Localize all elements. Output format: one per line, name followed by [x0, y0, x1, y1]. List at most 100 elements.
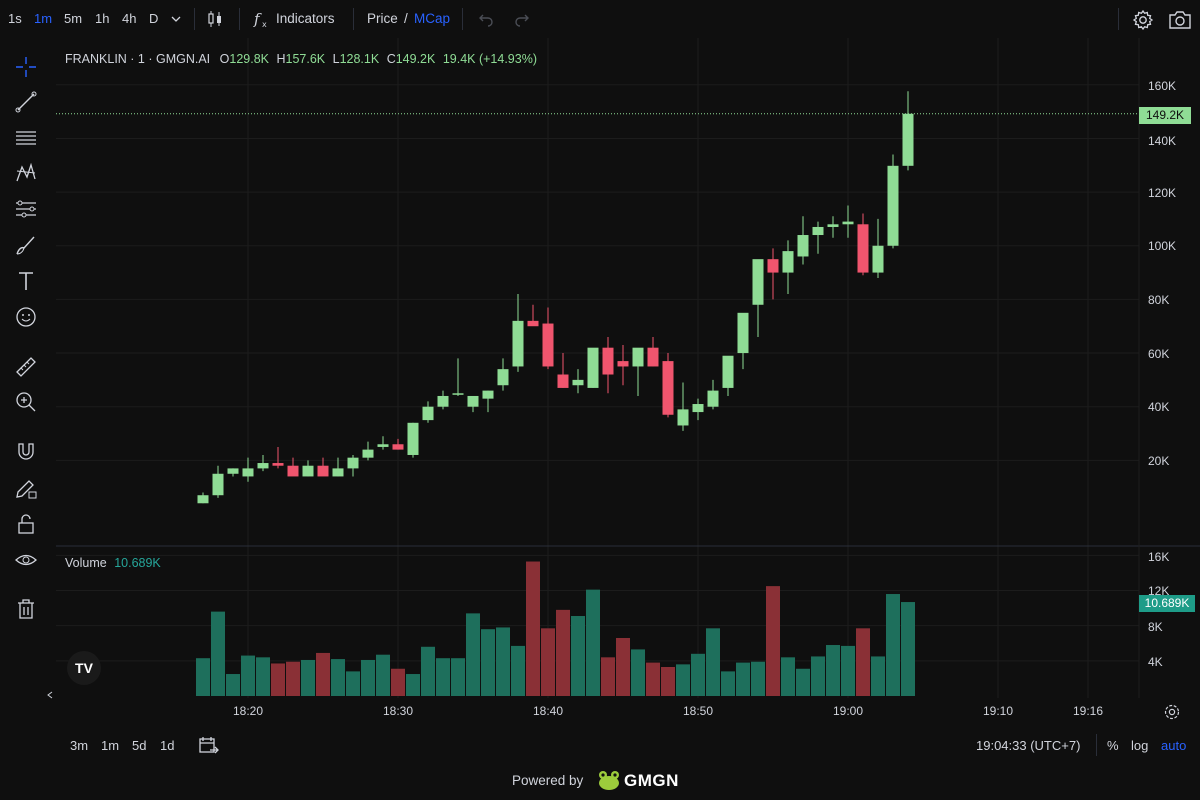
toolbar-divider: [1096, 734, 1097, 756]
pencil-lock-icon[interactable]: [14, 476, 38, 500]
toolbar-divider: [353, 8, 354, 30]
log-toggle[interactable]: log: [1131, 738, 1149, 753]
emoji-icon[interactable]: [14, 305, 38, 329]
range-1d[interactable]: 1d: [160, 738, 175, 753]
volume-bar: [676, 664, 690, 696]
price-toggle[interactable]: Price: [367, 11, 398, 26]
volume-bar: [286, 661, 300, 696]
zoom-in-icon[interactable]: [14, 390, 38, 414]
candle-body: [407, 422, 419, 455]
candle-body: [257, 463, 269, 469]
candle-body: [377, 444, 389, 447]
timeframe-1m[interactable]: 1m: [34, 11, 53, 26]
ruler-icon[interactable]: [14, 355, 38, 379]
candle-body: [362, 449, 374, 458]
volume-bar: [436, 658, 450, 696]
volume-bar: [241, 655, 255, 696]
pattern-icon[interactable]: [14, 161, 38, 185]
candles-icon[interactable]: [205, 9, 225, 29]
volume-bar: [496, 627, 510, 696]
camera-icon[interactable]: [1168, 9, 1192, 31]
range-3m[interactable]: 3m: [70, 738, 89, 753]
trash-icon[interactable]: [14, 597, 38, 621]
clock-timezone[interactable]: 19:04:33 (UTC+7): [976, 738, 1081, 753]
mcap-toggle[interactable]: MCap: [414, 11, 451, 26]
eye-icon[interactable]: [14, 548, 38, 572]
auto-toggle[interactable]: auto: [1161, 738, 1187, 753]
settings-gear-icon[interactable]: [1132, 9, 1154, 31]
volume-bar: [541, 628, 555, 696]
volume-bar: [211, 611, 225, 696]
tradingview-logo[interactable]: TV: [67, 651, 101, 685]
volume-bar: [601, 657, 615, 696]
symbol-title[interactable]: FRANKLIN · 1 · GMGN.AI: [65, 52, 211, 66]
lock-icon[interactable]: [14, 512, 38, 536]
time-axis-tick: 19:16: [1073, 704, 1104, 718]
price-axis-tick: 80K: [1148, 293, 1170, 307]
close-value: 149.2K: [395, 52, 436, 66]
timeframe-1h[interactable]: 1h: [95, 11, 110, 26]
timeframe-D[interactable]: D: [149, 11, 159, 26]
brush-icon[interactable]: [14, 233, 38, 257]
volume-bar: [766, 586, 780, 696]
volume-bar: [226, 674, 240, 696]
drawing-toolbar: [0, 40, 55, 740]
low-label: L: [332, 52, 340, 66]
candle-body: [647, 347, 659, 367]
undo-icon[interactable]: [478, 11, 494, 27]
price-axis-tick: 160K: [1148, 79, 1177, 93]
candle-body: [467, 395, 479, 407]
redo-icon[interactable]: [514, 11, 530, 27]
timeframe-4h[interactable]: 4h: [122, 11, 137, 26]
time-axis-tick: 19:10: [983, 704, 1014, 718]
time-axis-tick: 18:30: [383, 704, 414, 718]
volume-bar: [706, 628, 720, 696]
percent-toggle[interactable]: %: [1107, 738, 1119, 753]
text-tool-icon[interactable]: [14, 269, 38, 293]
volume-bar: [751, 661, 765, 696]
candle-body: [587, 347, 599, 388]
candle-body: [542, 323, 554, 367]
toolbar-divider: [239, 8, 240, 30]
timeframe-5m[interactable]: 5m: [64, 11, 83, 26]
volume-bar: [721, 671, 735, 696]
collapse-arrow-icon[interactable]: [45, 690, 55, 700]
range-5d[interactable]: 5d: [132, 738, 147, 753]
price-axis-tick: 60K: [1148, 347, 1170, 361]
volume-bar: [646, 662, 660, 696]
chevron-down-icon[interactable]: [170, 13, 182, 25]
crosshair-icon[interactable]: [14, 55, 38, 79]
volume-bar: [511, 645, 525, 696]
volume-bar: [361, 659, 375, 696]
time-axis-tick: 19:00: [833, 704, 864, 718]
candle-body: [632, 347, 644, 367]
volume-bar: [661, 666, 675, 696]
close-label: C: [386, 52, 396, 66]
timeframe-1s[interactable]: 1s: [8, 11, 22, 26]
horizontal-lines-icon[interactable]: [14, 126, 38, 150]
calendar-range-icon[interactable]: [197, 734, 219, 756]
range-1m[interactable]: 1m: [101, 738, 120, 753]
candle-body: [572, 379, 584, 386]
candle-body: [302, 465, 314, 477]
indicators-button[interactable]: Indicators: [276, 11, 335, 26]
svg-text:x: x: [262, 20, 267, 29]
fib-levels-icon[interactable]: [14, 197, 38, 221]
candle-body: [347, 457, 359, 469]
candle-body: [212, 473, 224, 496]
candle-body: [272, 463, 284, 466]
candle-body: [452, 393, 464, 395]
candle-body: [512, 320, 524, 367]
volume-axis-tick: 16K: [1148, 550, 1170, 564]
trend-line-icon[interactable]: [14, 90, 38, 114]
axis-settings-gear-icon[interactable]: [1163, 703, 1181, 721]
candle-body: [227, 468, 239, 474]
gmgn-brand[interactable]: GMGN: [624, 771, 679, 790]
candle-body: [437, 395, 449, 407]
price-mcap-separator: /: [404, 11, 408, 26]
magnet-icon[interactable]: [14, 440, 38, 464]
toolbar-divider: [462, 8, 463, 30]
